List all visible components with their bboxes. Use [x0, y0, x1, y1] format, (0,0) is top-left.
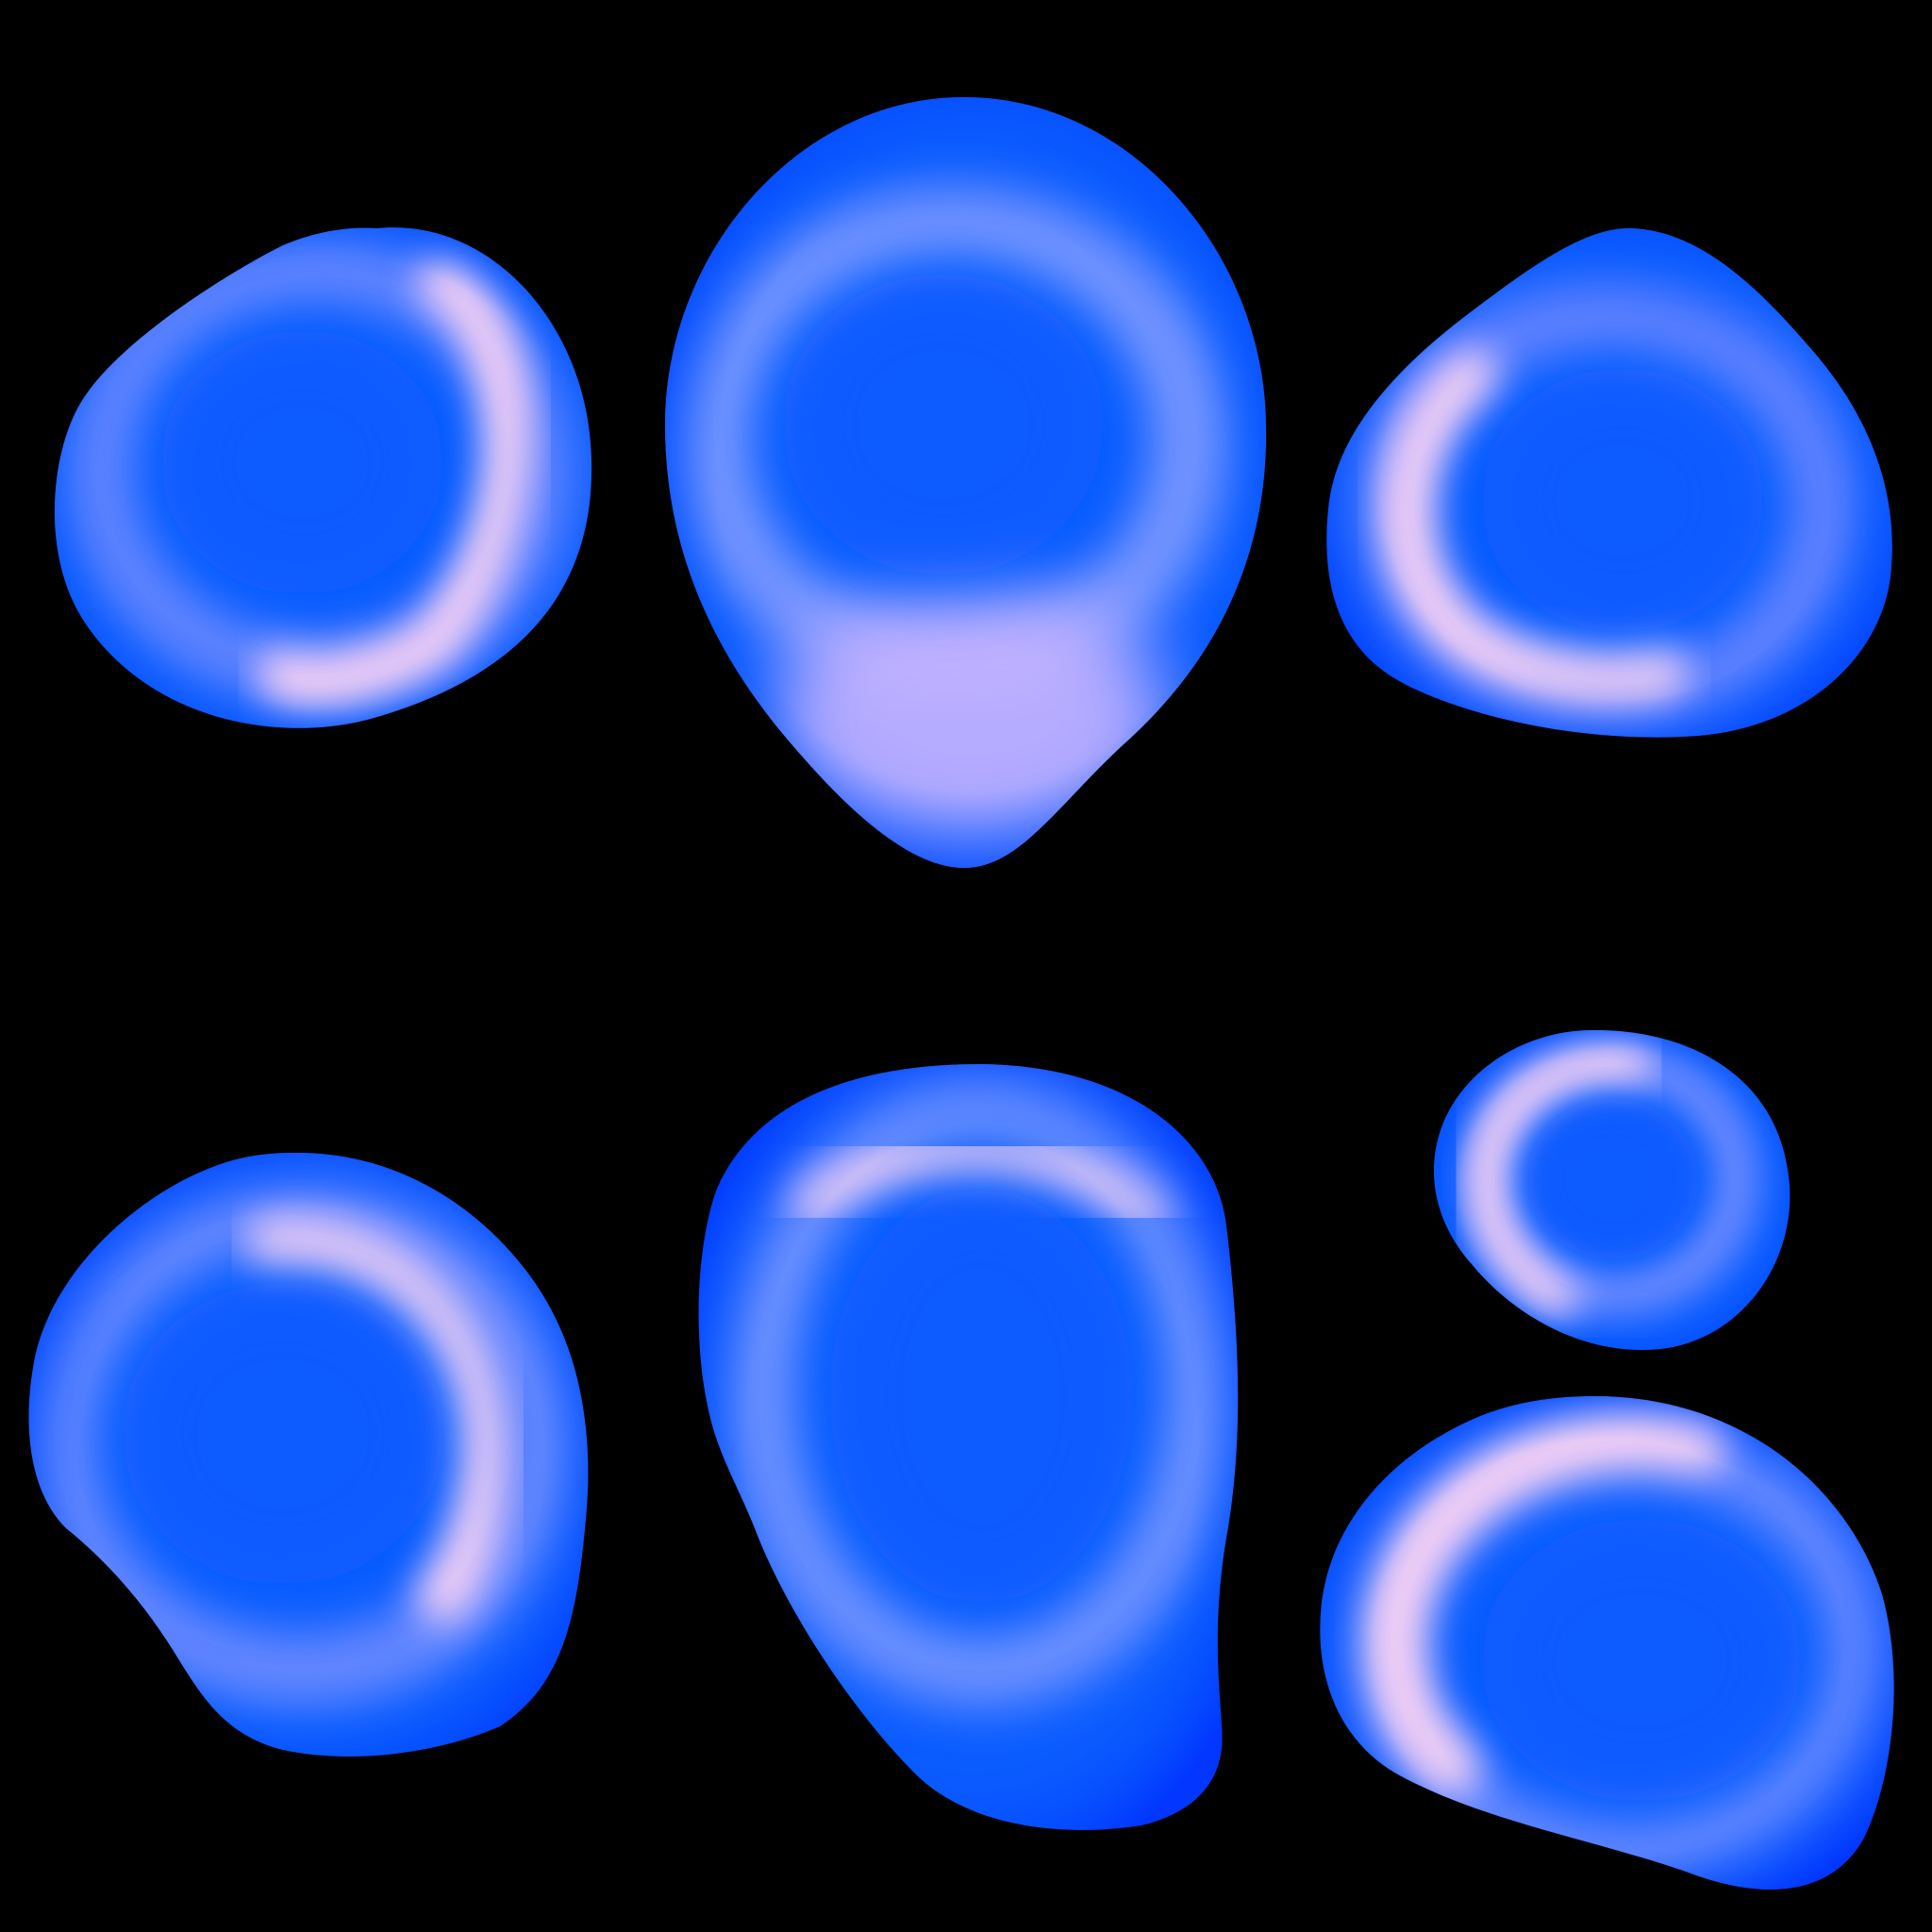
blob-top-center: [665, 97, 1267, 868]
blob-top-right: [1326, 227, 1892, 738]
blob-bottom-right-large: [1320, 1396, 1894, 1890]
blob-bottom-center: [698, 1064, 1239, 1830]
blob-top-left: [54, 227, 592, 728]
blob-bottom-right-small: [1434, 1029, 1790, 1350]
blob-bottom-left: [28, 1152, 589, 1757]
